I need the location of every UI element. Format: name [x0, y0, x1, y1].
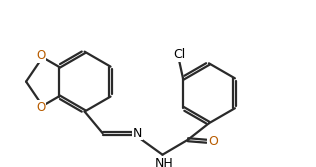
Text: Cl: Cl — [173, 48, 185, 61]
Text: O: O — [36, 101, 46, 114]
Text: O: O — [36, 49, 46, 62]
Text: NH: NH — [155, 157, 173, 167]
Text: O: O — [208, 135, 218, 148]
Text: N: N — [133, 127, 142, 140]
